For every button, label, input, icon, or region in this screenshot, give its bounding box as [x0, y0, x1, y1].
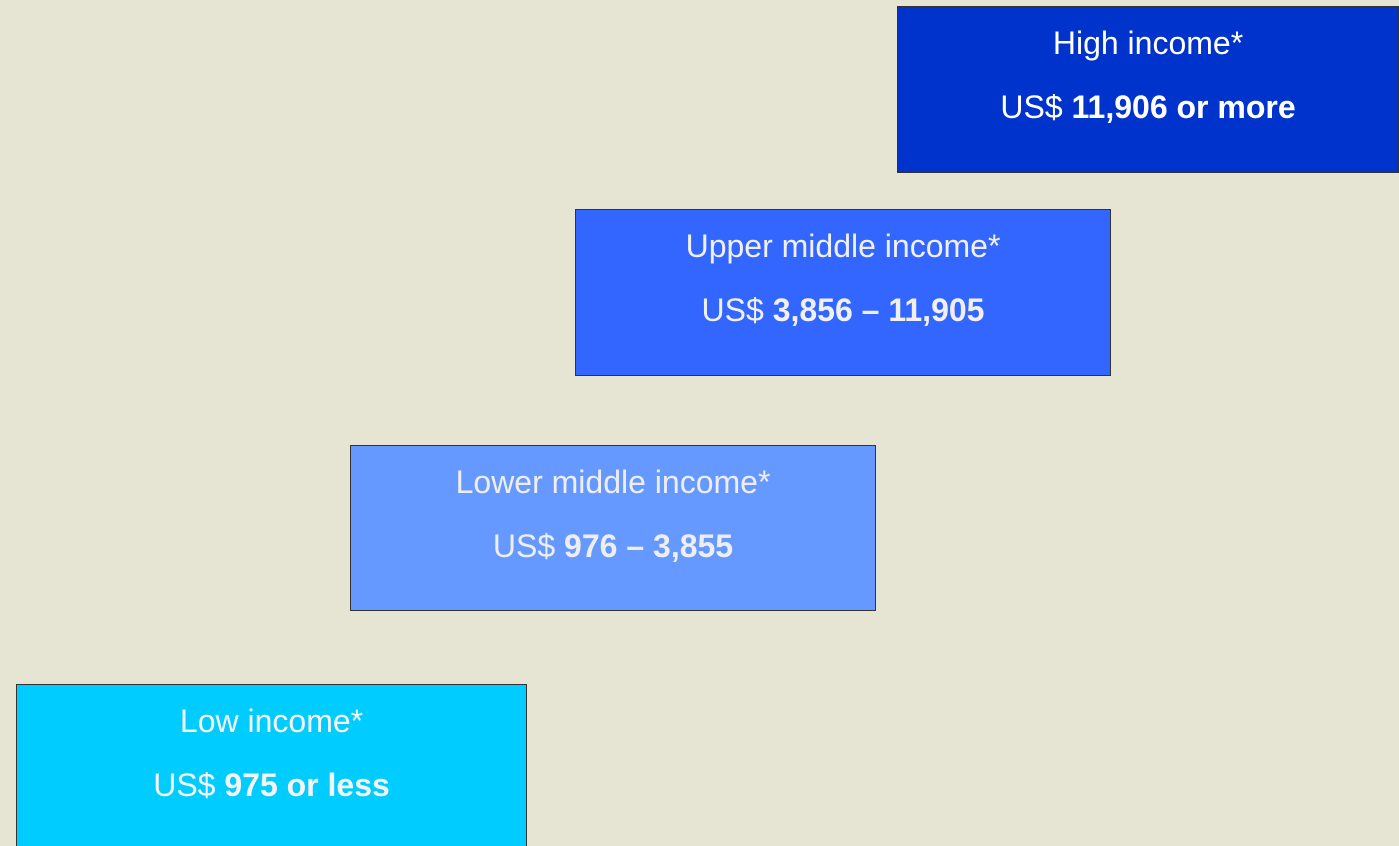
- income-label: High income*: [1052, 25, 1244, 61]
- currency: US$: [492, 528, 556, 564]
- income-range: 975 or less: [224, 767, 390, 803]
- income-range: 976 – 3,855: [564, 528, 734, 564]
- currency: US$: [1000, 89, 1063, 125]
- income-box: Low income* US$ 975 or less: [16, 684, 527, 846]
- currency: US$: [153, 767, 216, 803]
- income-range-line: US$ 11,906 or more: [898, 89, 1398, 126]
- income-box: Lower middle income* US$ 976 – 3,855: [350, 445, 876, 611]
- income-label: Low income*: [179, 703, 364, 739]
- income-range-line: US$ 3,856 – 11,905: [576, 292, 1110, 329]
- income-box: High income* US$ 11,906 or more: [897, 6, 1399, 173]
- income-range: 3,856 – 11,905: [772, 292, 985, 328]
- income-range: 11,906 or more: [1071, 89, 1296, 125]
- income-range-line: US$ 975 or less: [17, 767, 526, 804]
- currency: US$: [701, 292, 764, 328]
- income-box: Upper middle income* US$ 3,856 – 11,905: [575, 209, 1111, 376]
- income-label: Upper middle income*: [685, 228, 1001, 264]
- income-label: Lower middle income*: [455, 464, 771, 500]
- income-range-line: US$ 976 – 3,855: [351, 528, 875, 565]
